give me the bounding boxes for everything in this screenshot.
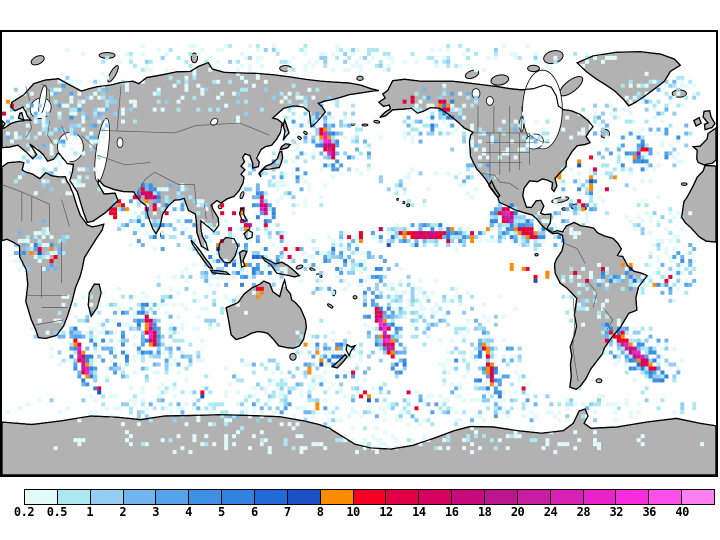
colorbar-segment [89, 490, 123, 504]
colorbar-segment [582, 490, 616, 504]
colorbar-tick-label: 14 [412, 505, 426, 519]
colorbar-tick-label: 32 [609, 505, 624, 519]
colorbar-labels: 0.2 0.5 1 2 3 4 5 6 7 8 10 12 14 16 18 20 24 28 32 36 40 [14, 505, 719, 521]
colorbar-segment [484, 490, 517, 504]
colorbar-tick-label: 0.2 [13, 505, 35, 519]
colorbar-segment [516, 490, 550, 504]
precipitation-layer [2, 43, 705, 455]
colorbar [24, 489, 715, 505]
colorbar-segment [319, 490, 353, 504]
colorbar-tick-label: 7 [283, 505, 291, 519]
colorbar-segment [188, 490, 222, 504]
colorbar-tick-label: 1 [86, 505, 94, 519]
colorbar-segment [615, 490, 649, 504]
world-map-svg [2, 32, 716, 475]
colorbar-tick-label: 28 [576, 505, 591, 519]
colorbar-segment [56, 490, 90, 504]
colorbar-tick-label: 16 [445, 505, 459, 519]
colorbar-tick-label: 2 [119, 505, 127, 519]
colorbar-tick-label: 3 [152, 505, 159, 519]
colorbar-tick-label: 6 [250, 505, 258, 519]
coastline-layer [2, 51, 716, 475]
colorbar-segment [155, 490, 189, 504]
colorbar-segment [418, 490, 452, 504]
colorbar-segment [221, 490, 255, 504]
colorbar-tick-label: 12 [379, 505, 393, 519]
colorbar-segment [25, 490, 57, 504]
colorbar-segment [286, 490, 320, 504]
border-layer [2, 83, 614, 382]
colorbar-tick-label: 0.5 [46, 505, 68, 519]
colorbar-segment [648, 490, 682, 504]
colorbar-segment [352, 490, 386, 504]
colorbar-tick-label: 5 [218, 505, 225, 519]
colorbar-tick-label: 4 [185, 505, 192, 519]
colorbar-tick-label: 10 [346, 505, 360, 519]
colorbar-tick-label: 40 [675, 505, 689, 519]
colorbar-tick-label: 18 [477, 505, 492, 519]
colorbar-tick-label: 24 [543, 505, 558, 519]
colorbar-tick-label: 36 [642, 505, 656, 519]
world-map [0, 30, 718, 477]
colorbar-segment [681, 490, 715, 504]
colorbar-tick-label: 20 [510, 505, 525, 519]
colorbar-segment [385, 490, 419, 504]
colorbar-segment [122, 490, 156, 504]
colorbar-segment [451, 490, 485, 504]
colorbar-segment [254, 490, 287, 504]
colorbar-tick-label: 8 [316, 505, 324, 519]
colorbar-segment [549, 490, 583, 504]
